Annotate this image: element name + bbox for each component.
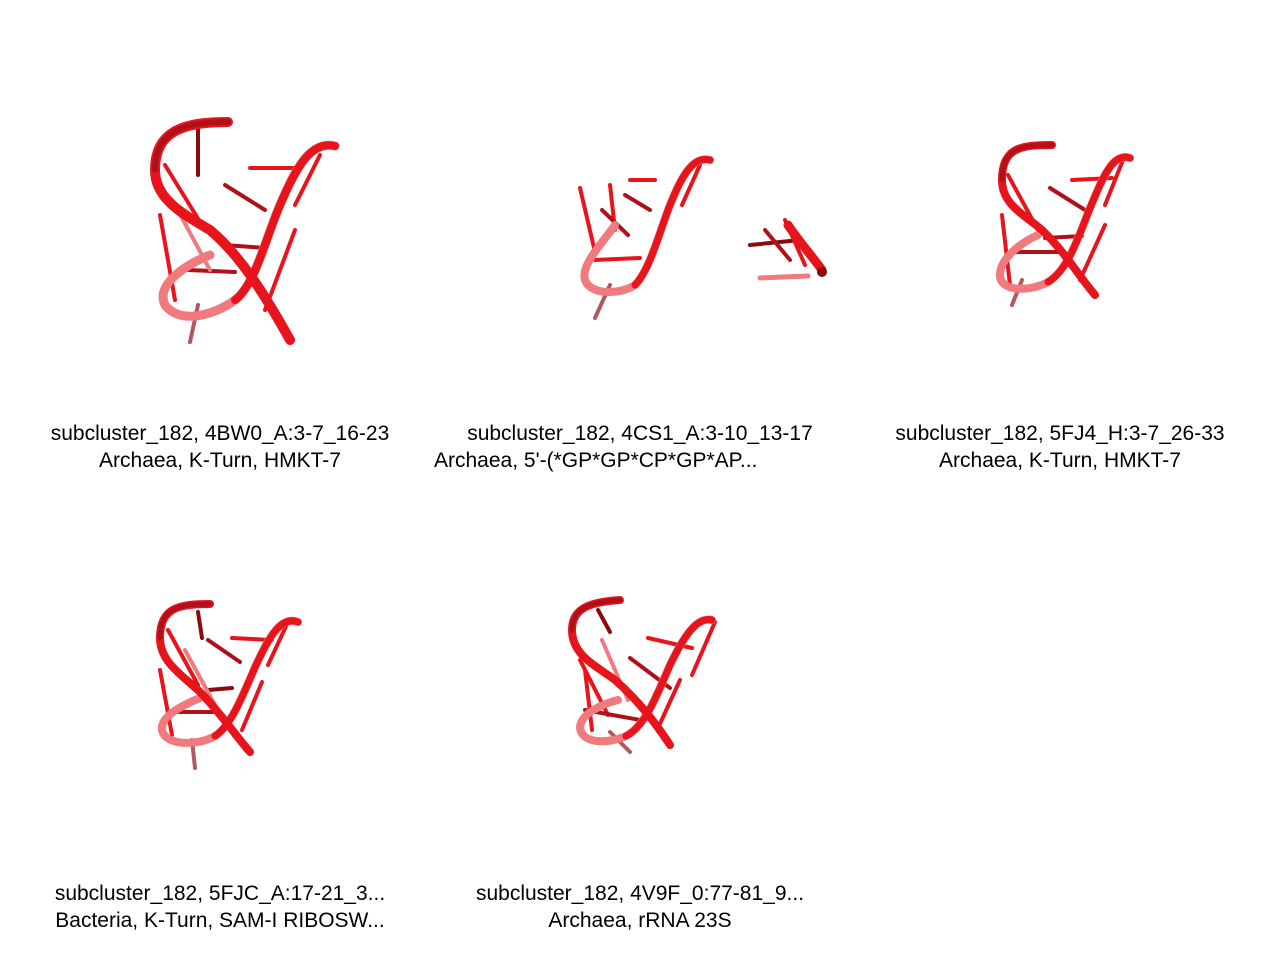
caption-line2: Archaea, rRNA 23S — [548, 909, 732, 932]
rna-fragment-structure-icon — [578, 155, 827, 320]
caption-line1: subcluster_182, 4V9F_0:77-81_9... — [475, 882, 805, 905]
rna-kturn-structure-icon — [155, 600, 302, 770]
caption-line2: Archaea, K-Turn, HMKT-7 — [99, 449, 341, 472]
caption-line2: Archaea, K-Turn, HMKT-7 — [939, 449, 1181, 472]
panel-caption: subcluster_182, 5FJ4_H:3-7_26-33 Archaea… — [850, 420, 1270, 474]
structure-panel-4v9f[interactable]: subcluster_182, 4V9F_0:77-81_9... Archae… — [430, 490, 850, 960]
rna-kturn-structure-icon — [567, 596, 717, 754]
panel-caption: subcluster_182, 4BW0_A:3-7_16-23 Archaea… — [10, 420, 430, 474]
caption-line1: subcluster_182, 5FJC_A:17-21_3... — [54, 882, 386, 905]
rna-kturn-structure-icon — [149, 117, 340, 345]
caption-line2: Bacteria, K-Turn, SAM-I RIBOSW... — [55, 909, 385, 932]
caption-line1: subcluster_182, 4BW0_A:3-7_16-23 — [50, 422, 390, 445]
panel-caption: subcluster_182, 5FJC_A:17-21_3... Bacter… — [10, 880, 430, 934]
caption-line1: subcluster_182, 4CS1_A:3-10_13-17 — [467, 422, 813, 445]
caption-line1: subcluster_182, 5FJ4_H:3-7_26-33 — [895, 422, 1225, 445]
structure-panel-4bw0[interactable]: subcluster_182, 4BW0_A:3-7_16-23 Archaea… — [10, 30, 430, 500]
panel-caption: subcluster_182, 4V9F_0:77-81_9... Archae… — [430, 880, 850, 934]
structure-panel-5fjc[interactable]: subcluster_182, 5FJC_A:17-21_3... Bacter… — [10, 490, 430, 960]
structure-grid: subcluster_182, 4BW0_A:3-7_16-23 Archaea… — [10, 30, 1270, 932]
panel-caption: subcluster_182, 4CS1_A:3-10_13-17 Archae… — [430, 420, 850, 474]
caption-line2: Archaea, 5'-(*GP*GP*CP*GP*AP... — [434, 449, 758, 472]
structure-panel-4cs1[interactable]: subcluster_182, 4CS1_A:3-10_13-17 Archae… — [430, 30, 850, 500]
structure-panel-5fj4[interactable]: subcluster_182, 5FJ4_H:3-7_26-33 Archaea… — [850, 30, 1270, 500]
rna-kturn-structure-icon — [995, 141, 1134, 307]
